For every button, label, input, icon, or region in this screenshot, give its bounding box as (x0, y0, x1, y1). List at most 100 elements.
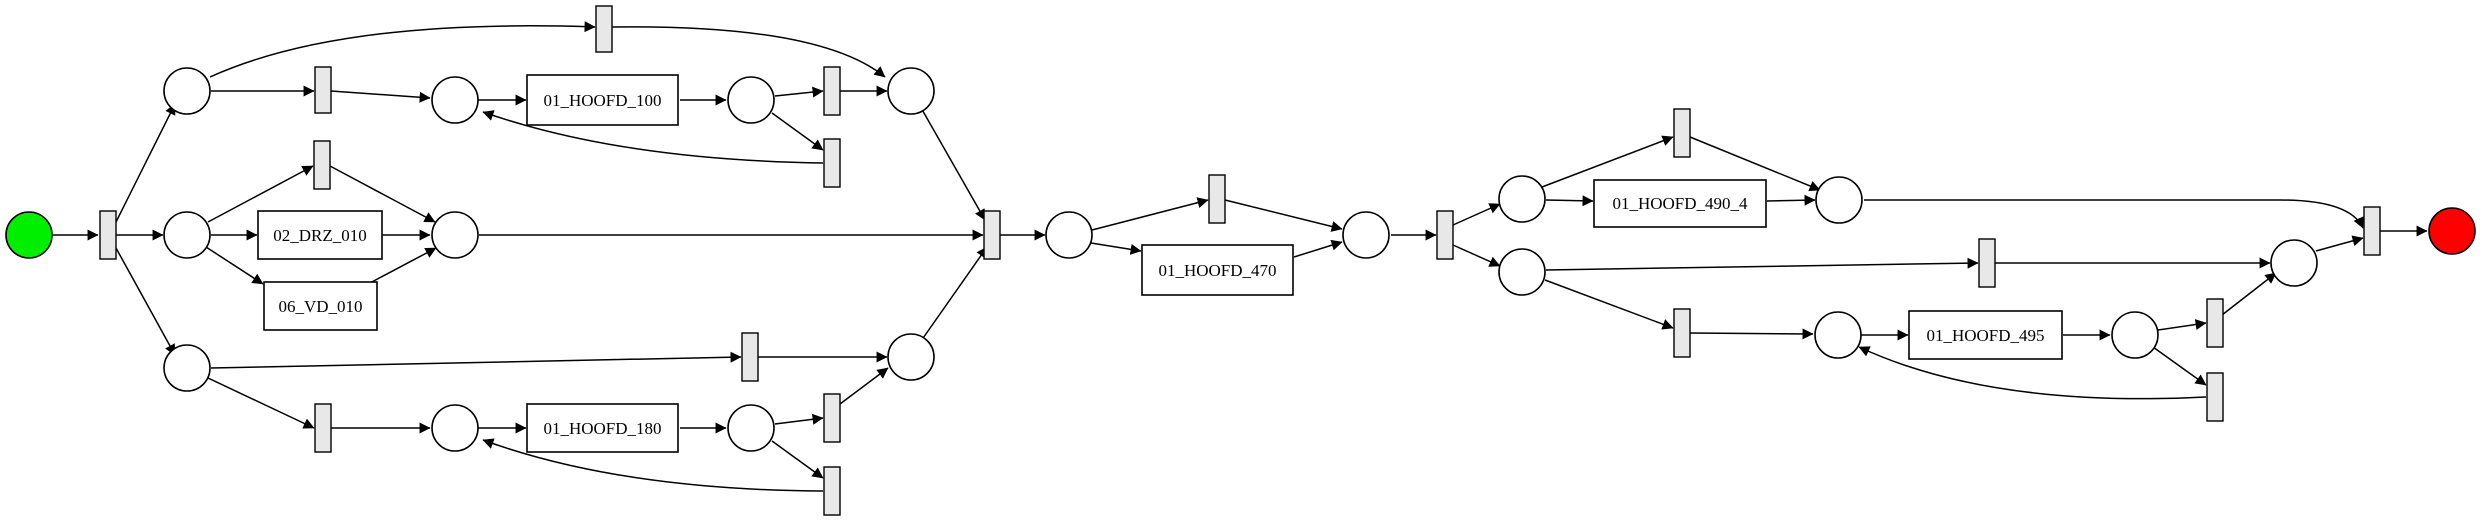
edge (115, 103, 176, 223)
edge (839, 367, 889, 405)
silent-transition (2206, 298, 2224, 348)
silent-transition (741, 332, 759, 382)
edge (771, 440, 824, 479)
place (1815, 176, 1863, 224)
edge (115, 247, 176, 356)
task-label: 01_HOOFD_490_4 (1612, 194, 1748, 213)
edge (919, 105, 986, 221)
silent-transition (99, 210, 117, 260)
place (1045, 211, 1093, 259)
task-01-hoofd-495: 01_HOOFD_495 (1908, 310, 2063, 360)
edge (2152, 346, 2207, 386)
task-label: 06_VD_010 (278, 297, 362, 316)
silent-transition (2363, 206, 2381, 256)
silent-transition (2206, 372, 2224, 422)
silent-transition (313, 140, 331, 190)
edge (482, 110, 824, 164)
task-box (1908, 310, 2063, 360)
silent-transition (823, 466, 841, 516)
place (431, 76, 479, 124)
edge (1858, 346, 2207, 400)
edge (2315, 235, 2364, 252)
edge (1545, 195, 1594, 207)
place (431, 211, 479, 259)
edge (207, 377, 315, 429)
end-place (2428, 207, 2476, 255)
edge (1452, 244, 1501, 267)
places (5, 67, 2476, 452)
silent-transition (1208, 174, 1226, 224)
edge (2221, 272, 2277, 316)
place (1814, 311, 1862, 359)
edge (1864, 199, 2364, 229)
silent-transition (823, 66, 841, 116)
edge (920, 246, 988, 342)
edges (52, 21, 2428, 492)
edge (774, 86, 824, 98)
edge (1452, 203, 1501, 226)
edge (1091, 197, 1209, 231)
place (2111, 311, 2159, 359)
edge (1689, 136, 1821, 192)
task-01-hoofd-100: 01_HOOFD_100 (526, 74, 679, 126)
start-place (5, 211, 53, 259)
place (727, 76, 775, 124)
task-02-drz-010: 02_DRZ_010 (257, 210, 383, 260)
place (163, 211, 211, 259)
task-01-hoofd-470: 01_HOOFD_470 (1141, 244, 1294, 296)
edge (367, 247, 437, 285)
task-box (1593, 179, 1767, 228)
edge (210, 351, 742, 369)
silent-transition (823, 138, 841, 188)
edge (611, 26, 886, 78)
place (887, 67, 935, 115)
silent-transition (1978, 238, 1996, 288)
edge (207, 165, 314, 223)
task-label: 02_DRZ_010 (273, 226, 367, 245)
edge (1766, 194, 1816, 206)
edge (482, 438, 824, 492)
edge (1544, 279, 1674, 330)
edge (209, 21, 596, 78)
task-label: 01_HOOFD_100 (543, 91, 661, 110)
task-label: 01_HOOFD_180 (543, 419, 661, 438)
silent-transition (314, 66, 332, 114)
edge (774, 413, 824, 425)
task-box (1141, 244, 1294, 296)
place (1342, 211, 1390, 259)
silent-transition (823, 393, 841, 443)
edge (1545, 257, 1979, 271)
place (431, 404, 479, 452)
place (1498, 175, 1546, 223)
silent-transition (1673, 108, 1691, 158)
task-01-hoofd-490-4: 01_HOOFD_490_4 (1593, 179, 1767, 228)
place (1498, 248, 1546, 296)
edge (1293, 239, 1343, 258)
task-06-vd-010: 06_VD_010 (263, 281, 378, 331)
task-box (526, 74, 679, 126)
edge (205, 246, 264, 285)
place (727, 404, 775, 452)
silent-transition (314, 403, 332, 453)
edge (330, 90, 431, 103)
edge (2157, 319, 2207, 331)
place (163, 344, 211, 392)
edge (771, 112, 824, 151)
edge (1541, 135, 1674, 188)
edge (1689, 328, 1814, 340)
task-box (526, 403, 679, 453)
silent-transition (1673, 308, 1691, 358)
task-box (263, 281, 378, 331)
task-box (257, 210, 383, 260)
place (2270, 239, 2318, 287)
place (163, 67, 211, 115)
silent-transition (1436, 210, 1454, 260)
silent-transition (595, 5, 613, 53)
place (887, 333, 935, 381)
task-label: 01_HOOFD_470 (1158, 261, 1276, 280)
silent-transition (983, 210, 1001, 260)
edge (1224, 199, 1343, 232)
edge (329, 165, 436, 223)
task-label: 01_HOOFD_495 (1926, 326, 2044, 345)
